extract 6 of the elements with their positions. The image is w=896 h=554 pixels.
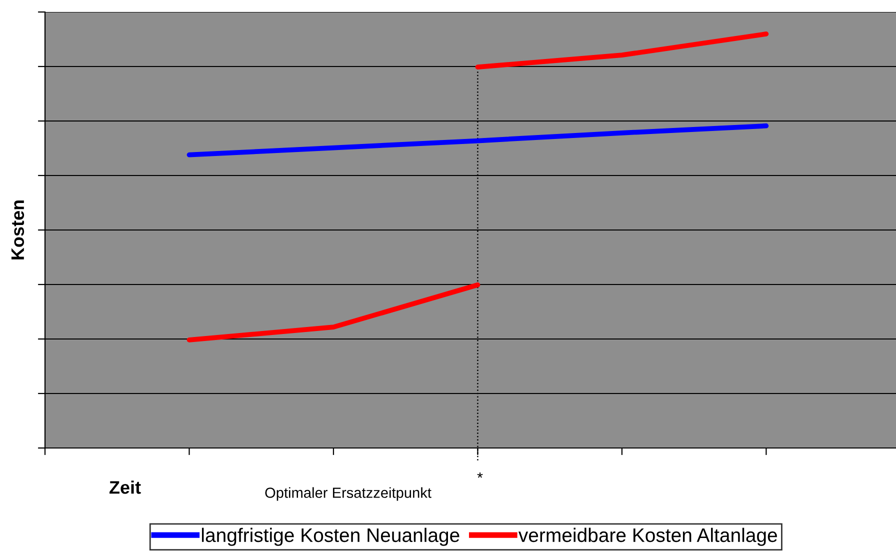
legend-label: vermeidbare Kosten Altanlage <box>518 528 777 546</box>
x-axis-title: Zeit <box>109 480 141 494</box>
text: * <box>477 472 483 478</box>
legend-label: langfristige Kosten Neuanlage <box>202 528 460 546</box>
text: Optimaler Ersatzzeitpunkt <box>265 487 432 501</box>
y-axis-title: Kosten <box>11 200 24 260</box>
